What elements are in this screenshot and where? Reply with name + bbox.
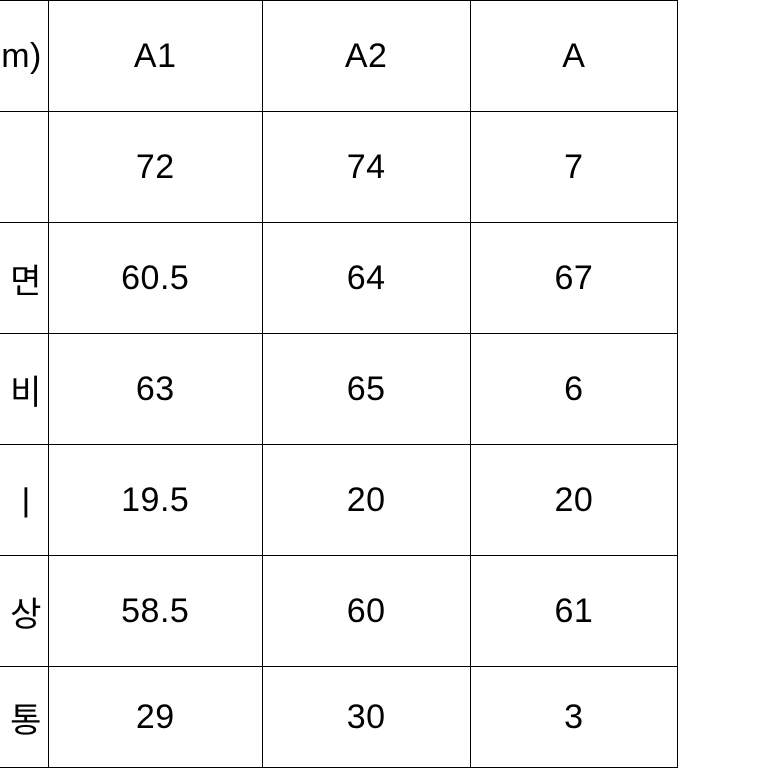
cell: 20 (262, 445, 470, 556)
table-row: 상 58.5 60 61 (0, 556, 678, 667)
cell: 7 (470, 112, 677, 223)
cell: 60 (262, 556, 470, 667)
table-header-row: cm) A1 A2 A (0, 1, 678, 112)
row-label: 상 (0, 556, 48, 667)
table-row: 비 63 65 6 (0, 334, 678, 445)
cell: 64 (262, 223, 470, 334)
table-row: 면 60.5 64 67 (0, 223, 678, 334)
cell: 29 (48, 667, 262, 768)
cell: 65 (262, 334, 470, 445)
cell: 30 (262, 667, 470, 768)
cell: 58.5 (48, 556, 262, 667)
cell: 20 (470, 445, 677, 556)
size-table: cm) A1 A2 A 72 74 7 면 60.5 64 67 비 63 65… (0, 0, 678, 768)
table-row: 72 74 7 (0, 112, 678, 223)
row-label: 통 (0, 667, 48, 768)
cell: 67 (470, 223, 677, 334)
row-label: 면 (0, 223, 48, 334)
table-row: ㅣ 19.5 20 20 (0, 445, 678, 556)
header-unit: cm) (0, 1, 48, 112)
cell: 19.5 (48, 445, 262, 556)
row-label: ㅣ (0, 445, 48, 556)
cell: 6 (470, 334, 677, 445)
header-a2: A2 (262, 1, 470, 112)
cell: 61 (470, 556, 677, 667)
header-a3: A (470, 1, 677, 112)
table-row: 통 29 30 3 (0, 667, 678, 768)
row-label (0, 112, 48, 223)
cell: 60.5 (48, 223, 262, 334)
cell: 3 (470, 667, 677, 768)
row-label: 비 (0, 334, 48, 445)
cell: 63 (48, 334, 262, 445)
header-a1: A1 (48, 1, 262, 112)
cell: 74 (262, 112, 470, 223)
cell: 72 (48, 112, 262, 223)
